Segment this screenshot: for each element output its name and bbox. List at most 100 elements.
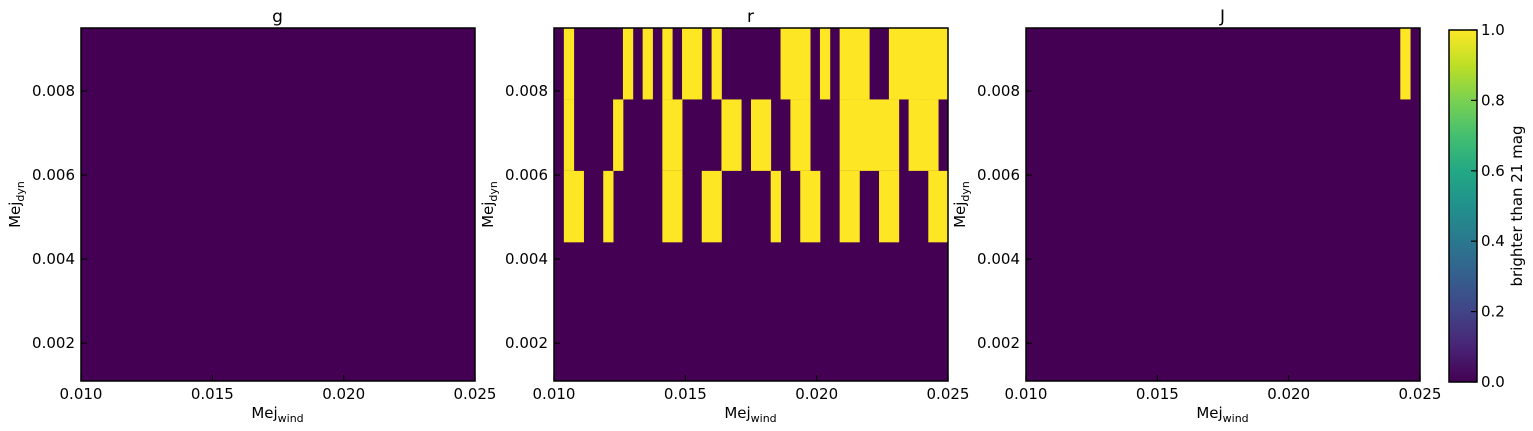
heatmap-cell [672, 99, 683, 171]
heatmap-cell [603, 170, 614, 243]
x-tick-label: 0.020 [1267, 385, 1310, 403]
heatmap-cell [691, 28, 703, 100]
axis-ticks: 0.010 0.015 0.020 0.025 0.002 0.004 0.006 0.008 [977, 82, 1441, 403]
heatmap-cell [1400, 28, 1411, 100]
colorbar-gradient [1448, 29, 1478, 383]
colorbar-tick-label: 0.4 [1481, 232, 1505, 250]
heatmap-cell [573, 170, 584, 243]
heatmap-cell [563, 170, 575, 243]
heatmap-cell [751, 99, 762, 171]
x-axis-label: Mejwind [1196, 404, 1248, 425]
heatmap-cell [928, 170, 939, 243]
x-tick-label: 0.010 [533, 385, 576, 403]
colorbar-ticks: 0.0 0.2 0.4 0.6 0.8 1.0 [1471, 21, 1505, 391]
heatmap-background [1026, 28, 1420, 381]
plot-frame [553, 27, 949, 382]
y-tick-label: 0.004 [32, 250, 75, 268]
x-tick-label: 0.015 [191, 385, 234, 403]
heatmap-cell [898, 28, 909, 100]
heatmap-cell [888, 28, 900, 100]
heatmap-cell [800, 170, 811, 243]
heatmap-cell [839, 170, 850, 243]
colorbar-tick-label: 0.8 [1481, 91, 1505, 109]
heatmap-cell [711, 170, 722, 243]
heatmap-cell [859, 28, 870, 100]
heatmap-cell [662, 99, 673, 171]
colorbar-tick-label: 0.2 [1481, 303, 1505, 321]
y-tick-label: 0.006 [32, 166, 75, 184]
panel-g: g 0.010 0.015 0.020 0.0250.0020.0040.0060.0… [6, 7, 496, 425]
y-axis-label: Mejdyn [6, 181, 27, 228]
heatmap-cell [839, 28, 850, 100]
heatmap-cell [839, 99, 850, 171]
heatmap-cell [642, 28, 653, 100]
panel-title: r [747, 7, 754, 27]
y-tick-label: 0.002 [505, 334, 548, 352]
heatmap-cell [888, 99, 900, 171]
y-tick-label: 0.008 [505, 82, 548, 100]
heatmap-cell [849, 170, 860, 243]
heatmap-cells [81, 28, 475, 381]
heatmap-cell [819, 28, 831, 100]
heatmap-cell [859, 99, 870, 171]
heatmap-cell [622, 28, 634, 100]
heatmap-cell [938, 28, 949, 100]
x-tick-label: 0.015 [1136, 385, 1179, 403]
y-tick-label: 0.004 [505, 250, 548, 268]
heatmap-cell [918, 99, 929, 171]
heatmap-cells [554, 28, 949, 381]
y-tick-label: 0.006 [505, 166, 548, 184]
heatmap-cell [918, 28, 929, 100]
panel-title: g [272, 7, 283, 27]
heatmap-cell [613, 99, 624, 171]
heatmap-cell [800, 99, 811, 171]
colorbar: 0.0 0.2 0.4 0.6 0.8 1.0 brighter than 21 mag [1448, 21, 1526, 391]
panel-j: J 0.010 0.015 0.020 0.0250.0020.0040.0060.0… [951, 7, 1441, 425]
heatmap-background [81, 28, 475, 381]
heatmap-cell [879, 99, 890, 171]
x-tick-label: 0.025 [927, 385, 970, 403]
heatmap-cell [682, 28, 693, 100]
y-tick-label: 0.002 [977, 334, 1020, 352]
y-tick-label: 0.008 [32, 82, 75, 100]
y-tick-label: 0.008 [977, 82, 1020, 100]
heatmap-cell [770, 170, 781, 243]
y-tick-label: 0.004 [977, 250, 1020, 268]
heatmap-cell [662, 28, 673, 100]
colorbar-tick-label: 0.6 [1481, 162, 1505, 180]
y-axis-label: Mejdyn [951, 181, 972, 228]
plot-frame [1025, 27, 1421, 382]
x-tick-label: 0.025 [1399, 385, 1442, 403]
colorbar-tick-label: 0.0 [1481, 373, 1505, 391]
heatmap-cell [888, 170, 900, 243]
heatmap-cell [790, 99, 801, 171]
panel-title: J [1219, 7, 1225, 27]
x-tick-label: 0.015 [664, 385, 707, 403]
y-tick-label: 0.006 [977, 166, 1020, 184]
heatmap-cell [810, 170, 821, 243]
heatmap-cell [938, 170, 949, 243]
x-tick-label: 0.020 [795, 385, 838, 403]
heatmap-cell [563, 28, 575, 100]
x-tick-label: 0.010 [1005, 385, 1048, 403]
heatmap-cell [879, 170, 890, 243]
x-tick-label: 0.025 [454, 385, 497, 403]
y-tick-label: 0.002 [32, 334, 75, 352]
heatmap-cell [672, 170, 683, 243]
heatmap-cells [1026, 28, 1420, 381]
heatmap-cell [849, 99, 860, 171]
heatmap-cell [563, 99, 575, 171]
heatmap-cell [790, 28, 801, 100]
heatmap-cell [760, 99, 772, 171]
panel-r: r 0.010 0.015 0.020 0.025 0.002 0.004 0.006 0.0… [479, 7, 969, 425]
heatmap-cell [800, 28, 811, 100]
plot-frame [80, 27, 476, 382]
heatmap-cell [731, 99, 742, 171]
heatmap-cell [928, 99, 939, 171]
colorbar-label: brighter than 21 mag [1508, 126, 1526, 287]
heatmap-cell [701, 170, 712, 243]
heatmap-cell [928, 28, 939, 100]
x-axis-label: Mejwind [251, 404, 303, 425]
y-axis-label: Mejdyn [479, 181, 500, 228]
